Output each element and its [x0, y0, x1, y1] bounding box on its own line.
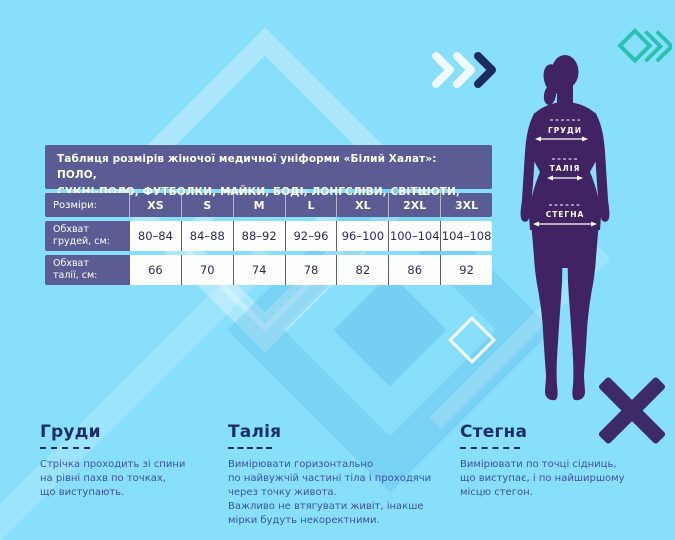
figure-measure-annotations [533, 119, 597, 227]
waist-cell: 66 [129, 255, 181, 285]
chest-cell: 100–104 [388, 221, 441, 251]
size-cell: M [232, 193, 285, 217]
size-table-title: Таблиця розмірів жіночої медичної уніфор… [45, 145, 492, 214]
waist-cell: 78 [284, 255, 337, 285]
figure-chest-label: ГРУДИ [548, 126, 582, 135]
size-cell: 2XL [388, 193, 440, 217]
size-cell: XS [129, 193, 181, 217]
waist-cell: 70 [180, 255, 233, 285]
figure-hips-label: СТЕГНА [546, 210, 585, 219]
waist-cell: 74 [232, 255, 285, 285]
female-silhouette-figure: ГРУДИ ТАЛІЯ СТЕГНА [520, 55, 610, 401]
chest-cell: 84–88 [180, 221, 233, 251]
size-cell: S [180, 193, 233, 217]
size-table-chest-row: Обхват грудей, см: 80–84 84–88 88–92 92–… [45, 221, 492, 251]
section-hips: Стегна Вимірювати по точці сідниць, що в… [460, 422, 668, 500]
chest-cell: 80–84 [129, 221, 181, 251]
waist-cell: 86 [388, 255, 441, 285]
size-cell: L [284, 193, 337, 217]
section-waist-text: Вимірювати горизонтально по найвужчій ча… [228, 459, 432, 526]
section-chest-title: Груди [40, 422, 101, 442]
silhouette-body [520, 55, 610, 401]
brand-diamond-logo-icon [617, 27, 672, 64]
section-waist: Талія Вимірювати горизонтально по найвуж… [228, 422, 456, 528]
dashed-divider [460, 447, 520, 449]
section-hips-title: Стегна [460, 422, 528, 442]
chest-cell: 92–96 [284, 221, 337, 251]
dashed-divider [228, 447, 272, 449]
row-label-chest: Обхват грудей, см: [45, 221, 129, 251]
chest-cell: 104–108 [440, 221, 492, 251]
section-chest-text: Стрічка проходить зі спини на рівні пахв… [40, 459, 186, 498]
waist-cell: 92 [440, 255, 492, 285]
waist-cell: 82 [336, 255, 389, 285]
row-label-sizes: Розміри: [45, 193, 129, 217]
size-cell: XL [336, 193, 388, 217]
size-table: Таблиця розмірів жіночої медичної уніфор… [45, 145, 492, 285]
figure-waist-label: ТАЛІЯ [550, 164, 581, 173]
section-waist-title: Талія [228, 422, 282, 442]
size-table-waist-row: Обхват талії, см: 66 70 74 78 82 86 92 [45, 255, 492, 285]
size-cell: 3XL [440, 193, 492, 217]
dashed-divider [40, 447, 90, 449]
section-hips-text: Вимірювати по точці сідниць, що виступає… [460, 459, 625, 498]
chest-cell: 88–92 [232, 221, 285, 251]
size-table-sizes-row: Розміри: XS S M L XL 2XL 3XL [45, 193, 492, 217]
chest-cell: 96–100 [336, 221, 389, 251]
triple-chevron-icon [432, 52, 496, 88]
row-label-waist: Обхват талії, см: [45, 255, 129, 285]
section-chest: Груди Стрічка проходить зі спини на рівн… [40, 422, 220, 500]
